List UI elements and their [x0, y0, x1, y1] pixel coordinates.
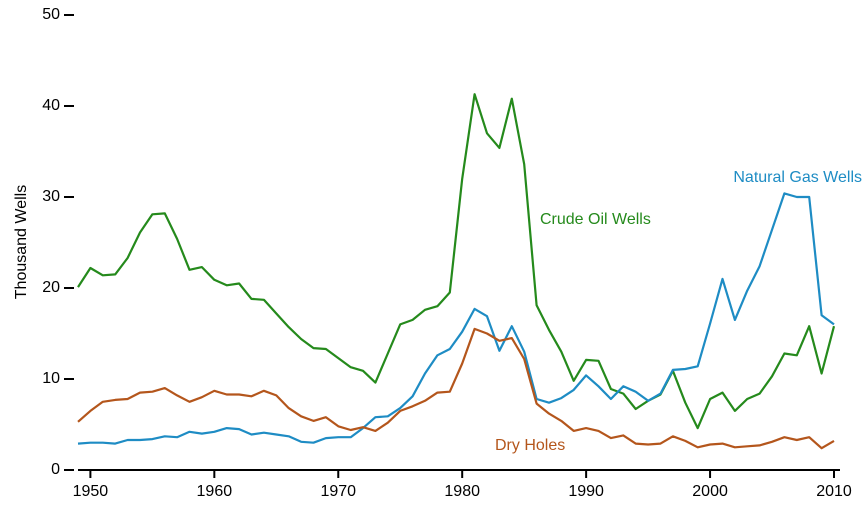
series-label: Crude Oil Wells: [540, 211, 651, 228]
y-tick-label: 50: [42, 6, 60, 23]
y-axis-label: Thousand Wells: [13, 185, 30, 299]
series-label: Dry Holes: [495, 437, 565, 454]
x-tick-label: 1990: [568, 483, 604, 500]
y-tick-label: 10: [42, 370, 60, 387]
series-line: [77, 327, 835, 450]
y-tick-label: 40: [42, 97, 60, 114]
x-tick-label: 1950: [73, 483, 109, 500]
series-line: [77, 93, 836, 430]
y-tick-label: 20: [42, 279, 60, 296]
y-tick-label: 30: [42, 188, 60, 205]
x-tick-label: 1960: [197, 483, 233, 500]
y-tick-label: 0: [51, 461, 60, 478]
x-tick-label: 2000: [692, 483, 728, 500]
series-label: Natural Gas Wells: [733, 169, 862, 186]
x-tick-label: 1970: [320, 483, 356, 500]
x-tick-label: 1980: [444, 483, 480, 500]
series-line: [77, 192, 835, 445]
x-tick-label: 2010: [816, 483, 852, 500]
